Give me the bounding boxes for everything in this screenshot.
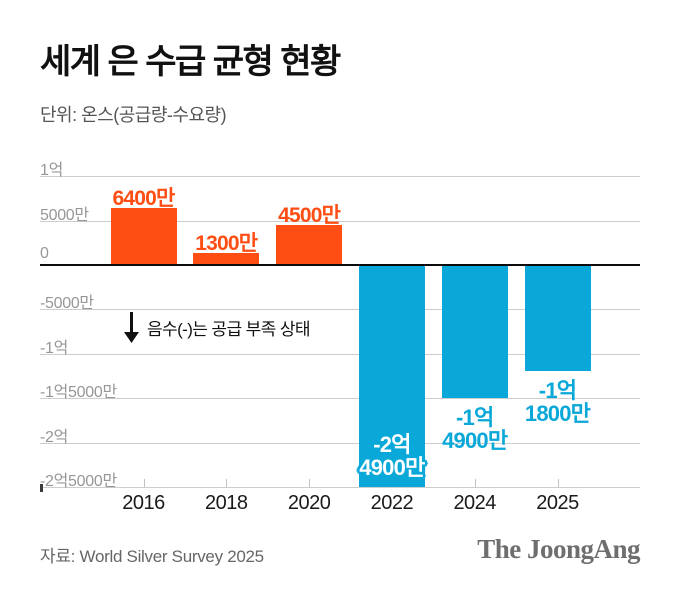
bar-value-label-2025: -1억 1800만 — [488, 379, 628, 425]
bar-value-line: 1300만 — [195, 232, 258, 256]
bar-value-line: 4500만 — [278, 203, 341, 227]
gridline--2억 — [40, 442, 640, 444]
x-axis-tick-2018 — [226, 479, 228, 487]
y-axis-label-5000만: 5000만 — [40, 206, 89, 224]
gridline--1억5000만 — [40, 398, 640, 400]
gridline-1억 — [40, 176, 640, 178]
y-axis-label--2억5000만: -2억5000만 — [40, 473, 117, 491]
y-axis-label--5000만: -5000만 — [40, 295, 94, 313]
bar-value-label-2016: 6400만 — [74, 182, 214, 212]
gridline--1억 — [40, 353, 640, 355]
bar-value-label-2018: 1300만 — [156, 227, 296, 257]
bar-value-line: -2억 — [373, 432, 411, 457]
bar-value-line: 6400만 — [112, 187, 175, 211]
gridline--5000만 — [40, 309, 640, 311]
x-axis-label-2025: 2025 — [536, 492, 579, 514]
bar-value-label-2020: 4500만 — [239, 199, 379, 229]
axis-origin-tick — [40, 484, 43, 492]
chart-unit-label: 단위: 온스(공급량-수요량) — [40, 105, 227, 125]
x-axis-label-2016: 2016 — [122, 492, 165, 514]
source-credit: 자료: World Silver Survey 2025 — [40, 547, 264, 566]
x-axis-tick-2025 — [557, 479, 559, 487]
bar-2025 — [524, 266, 591, 371]
bar-2020 — [276, 224, 343, 265]
bar-value-label-2024: -1억 4900만 — [405, 406, 545, 452]
bar-value-line: 1800만 — [524, 400, 591, 426]
x-axis-label-2020: 2020 — [287, 492, 331, 514]
y-axis-label-0: 0 — [40, 245, 49, 262]
x-axis-label-2018: 2018 — [205, 492, 248, 514]
gridline--2억5000만 — [40, 487, 640, 489]
bar-value-line: -1억 — [455, 405, 494, 431]
annotation-text: 음수(-)는 공급 부족 상태 — [147, 320, 311, 339]
supply-shortage-annotation: 음수(-)는 공급 부족 상태 — [124, 312, 311, 343]
y-axis-label--1억5000만: -1억5000만 — [40, 384, 117, 402]
x-axis-tick-2024 — [474, 479, 476, 487]
bar-value-line: -1억 — [538, 377, 577, 403]
bar-value-line: 4900만 — [359, 455, 425, 480]
bar-2018 — [193, 253, 260, 265]
x-axis-tick-2016 — [143, 479, 145, 487]
bar-value-line: 4900만 — [442, 428, 508, 454]
zero-baseline — [40, 264, 640, 266]
bar-2016 — [110, 208, 177, 265]
x-axis-label-2024: 2024 — [453, 492, 496, 514]
y-axis-label-1억: 1억 — [40, 162, 64, 180]
gridline-5000만 — [40, 220, 640, 222]
chart-title: 세계 은 수급 균형 현황 — [40, 43, 341, 81]
joongang-logo: The JoongAng — [477, 534, 640, 564]
y-axis-label--2억: -2억 — [40, 428, 69, 446]
y-axis-label--1억: -1억 — [40, 339, 69, 357]
bar-2024 — [441, 266, 508, 399]
x-axis-tick-2020 — [309, 479, 311, 487]
bar-value-label-2022: -2억 4900만 — [322, 433, 462, 479]
x-axis-label-2022: 2022 — [370, 492, 414, 514]
down-arrow-icon — [124, 312, 139, 343]
bar-2022 — [358, 266, 425, 488]
